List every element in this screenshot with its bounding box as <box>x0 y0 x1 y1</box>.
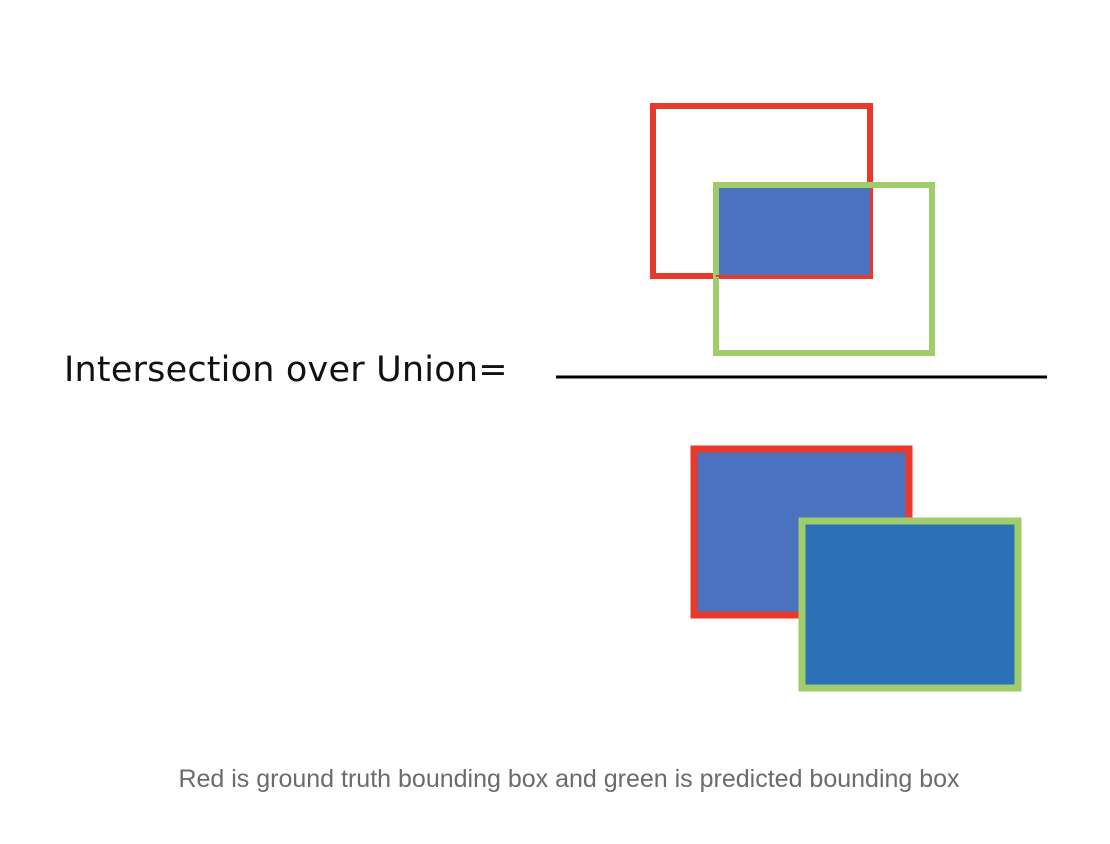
predicted-box <box>713 182 935 356</box>
numerator-intersection <box>650 103 935 356</box>
denominator-union <box>690 445 1022 692</box>
figure-caption: Red is ground truth bounding box and gre… <box>178 765 960 793</box>
intersection-area <box>716 185 870 276</box>
union-predicted-box <box>798 517 1022 692</box>
formula-label: Intersection over Union= <box>64 350 508 390</box>
